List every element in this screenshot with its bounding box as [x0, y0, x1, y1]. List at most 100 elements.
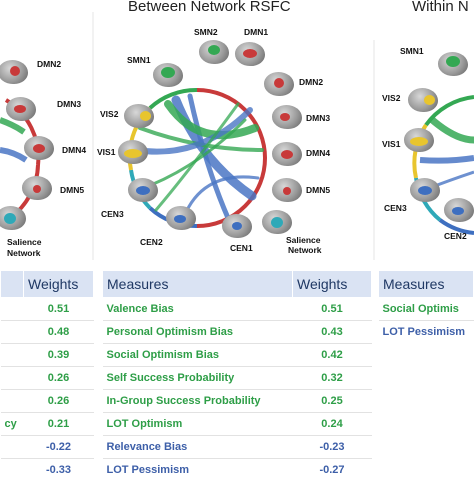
table-row: 0.26 [1, 390, 94, 413]
brain-icon-dmn5 [272, 178, 302, 202]
label-left-salience-network: Network [7, 249, 41, 258]
brain-icon-dmn2 [264, 72, 294, 96]
measure-cell: LOT Pessimism [103, 459, 293, 481]
measure-cell [1, 390, 24, 413]
table-row: -0.33 [1, 459, 94, 481]
middle-weights-header: Weights [293, 271, 372, 298]
left-measures-header [1, 271, 24, 298]
table-row: 0.48 [1, 321, 94, 344]
label-right-vis2: VIS2 [382, 94, 400, 103]
weight-cell: 0.51 [293, 298, 372, 321]
brain-icon-left-dmn4 [24, 136, 54, 160]
brain-icon-right-vis2 [408, 88, 438, 112]
label-left-dmn5: DMN5 [60, 186, 84, 195]
label-vis2: VIS2 [100, 110, 118, 119]
measure-cell: In-Group Success Probability [103, 390, 293, 413]
table-row: Social Optimis [379, 298, 474, 321]
label-cen2: CEN2 [140, 238, 163, 247]
measure-cell [1, 321, 24, 344]
label-left-dmn2: DMN2 [37, 60, 61, 69]
label-left-salience: Salience [7, 238, 42, 247]
measure-cell [1, 436, 24, 459]
weight-cell: -0.23 [293, 436, 372, 459]
label-vis1: VIS1 [97, 148, 115, 157]
brain-icon-salience [262, 210, 292, 234]
middle-measures-header: Measures [103, 271, 293, 298]
brain-icon-left-dmn5 [22, 176, 52, 200]
measure-cell: Social Optimis [379, 298, 474, 321]
brain-icon-smn2 [199, 40, 229, 64]
weight-cell: 0.43 [293, 321, 372, 344]
weight-cell: 0.26 [24, 367, 94, 390]
weight-cell: 0.39 [24, 344, 94, 367]
label-cen1: CEN1 [230, 244, 253, 253]
left-weights-header: Weights [24, 271, 94, 298]
measure-cell: LOT Optimism [103, 413, 293, 436]
weight-cell: -0.33 [24, 459, 94, 481]
label-right-vis1: VIS1 [382, 140, 400, 149]
weight-cell: 0.25 [293, 390, 372, 413]
table-row: Relevance Bias-0.23 [103, 436, 372, 459]
measure-cell: Self Success Probability [103, 367, 293, 390]
table-row: -0.22 [1, 436, 94, 459]
label-dmn3: DMN3 [306, 114, 330, 123]
brain-icon-dmn3 [272, 105, 302, 129]
weight-cell: 0.21 [24, 413, 94, 436]
measure-cell: LOT Pessimism [379, 321, 474, 344]
label-right-cen3: CEN3 [384, 204, 407, 213]
label-salience: Salience [286, 236, 321, 245]
label-dmn2: DMN2 [299, 78, 323, 87]
table-row: LOT Pessimism [379, 321, 474, 344]
measure-cell [1, 367, 24, 390]
measure-cell: cy [1, 413, 24, 436]
brain-icon-vis1 [118, 140, 148, 164]
measure-cell [1, 459, 24, 481]
left-network-chords [0, 120, 26, 160]
weight-cell: 0.24 [293, 413, 372, 436]
label-dmn1: DMN1 [244, 28, 268, 37]
table-row: 0.51 [1, 298, 94, 321]
label-cen3: CEN3 [101, 210, 124, 219]
label-smn2: SMN2 [194, 28, 218, 37]
brain-icon-dmn4 [272, 142, 302, 166]
label-left-dmn3: DMN3 [57, 100, 81, 109]
brain-icon-right-vis1 [404, 128, 434, 152]
weight-cell: -0.22 [24, 436, 94, 459]
brain-icon-right-smn1 [438, 52, 468, 76]
brain-icon-cen1 [222, 214, 252, 238]
table-row: 0.26 [1, 367, 94, 390]
brain-icon-smn1 [153, 63, 183, 87]
label-dmn5: DMN5 [306, 186, 330, 195]
brain-icon-left-dmn3 [6, 97, 36, 121]
label-salience-network: Network [288, 246, 322, 255]
brain-icon-right-cen2 [444, 198, 474, 222]
measure-cell: Valence Bias [103, 298, 293, 321]
label-left-dmn4: DMN4 [62, 146, 86, 155]
weight-cell: 0.26 [24, 390, 94, 413]
label-right-smn1: SMN1 [400, 47, 424, 56]
brain-icon-right-cen3 [410, 178, 440, 202]
table-row: LOT Pessimism-0.27 [103, 459, 372, 481]
brain-icon-left-salience [0, 206, 26, 230]
weight-cell: 0.42 [293, 344, 372, 367]
measure-cell: Relevance Bias [103, 436, 293, 459]
measure-cell [1, 344, 24, 367]
brain-icon-left-dmn2 [0, 60, 28, 84]
table-row: 0.39 [1, 344, 94, 367]
brain-icon-dmn1 [235, 42, 265, 66]
weight-cell: -0.27 [293, 459, 372, 481]
weight-cell: 0.48 [24, 321, 94, 344]
measure-cell: Personal Optimism Bias [103, 321, 293, 344]
weight-cell: 0.51 [24, 298, 94, 321]
label-right-cen2: CEN2 [444, 232, 467, 241]
brain-icon-vis2 [124, 104, 154, 128]
